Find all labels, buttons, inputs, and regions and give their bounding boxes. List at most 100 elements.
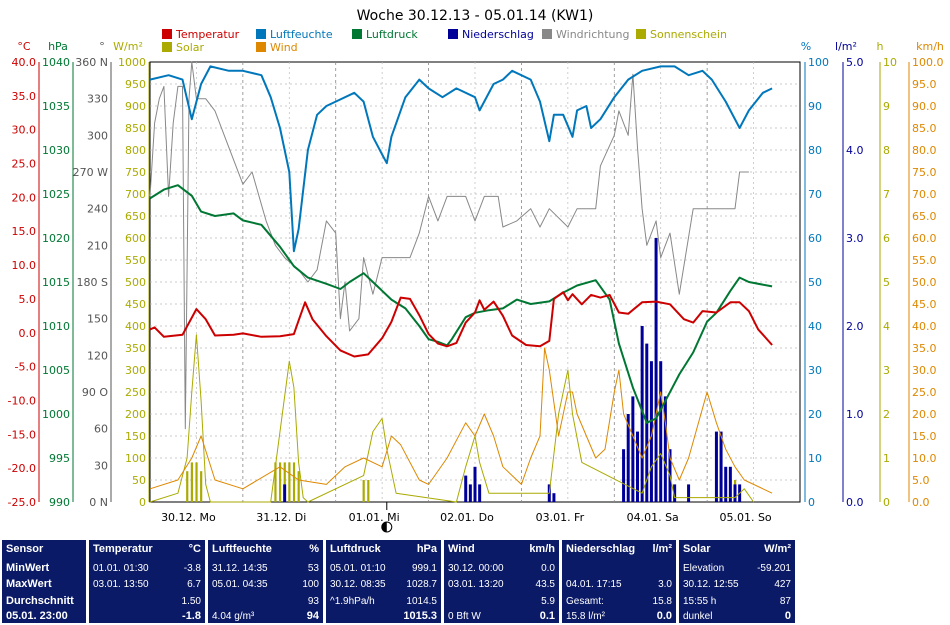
axis-tick-label: 20.0 (912, 408, 937, 421)
legend-swatch (256, 29, 266, 39)
axis-tick-label: 10 (883, 56, 897, 69)
rain-bar (659, 361, 663, 502)
axis-tick-label: 10.0 (912, 452, 937, 465)
axis-tick-label: 150 (87, 313, 108, 326)
axis-tick-label: 45.0 (912, 298, 937, 311)
axis-tick-label: 30 (94, 459, 108, 472)
axis-tick-label: 0 (139, 496, 146, 509)
axis-tick-label: 35.0 (912, 342, 937, 355)
axis-tick-label: 1030 (42, 144, 70, 157)
legend-swatch (256, 42, 266, 52)
axis-tick-label: 200 (125, 408, 146, 421)
table-header: Luftfeuchte% (212, 543, 319, 556)
rain-bar (283, 484, 287, 502)
x-tick-label: 03.01. Fr (536, 511, 585, 524)
table-header-label: Luftdruck (330, 543, 381, 555)
rain-bar (468, 484, 472, 502)
cell-value: 3.0 (658, 579, 672, 590)
axis-tick-label: 5.0 (846, 56, 864, 69)
cell-label: 03.01. 13:50 (93, 579, 149, 590)
cell-label: 04.01. 17:15 (566, 579, 622, 590)
axis-tick-label: 0 (883, 496, 890, 509)
table-header: Wind km/h (448, 543, 555, 556)
table-header-unit: % (309, 543, 319, 555)
table-col-temperatur: Temperatur °C 01.01. 01:30 -3.8 03.01. 13:50… (89, 540, 205, 623)
cell-value: 43.5 (535, 579, 555, 590)
sunshine-bar (186, 471, 189, 502)
table-header-label: Wind (448, 543, 475, 555)
rain-bar (636, 431, 639, 502)
axis-tick-label: 15.0 (912, 430, 937, 443)
axis-tick-label: 60.0 (912, 232, 937, 245)
cell-value: 87 (779, 596, 791, 607)
cell-value: 1028.7 (406, 579, 437, 590)
axis-tick-label: 950 (125, 78, 146, 91)
axis-unit: °C (17, 40, 31, 53)
row-label: Durchschnitt (6, 595, 74, 607)
rain-bar (478, 484, 482, 502)
table-header-unit: l/m² (652, 543, 672, 555)
x-tick-label: 30.12. Mo (161, 511, 216, 524)
axis-tick-label: 180 S (77, 276, 108, 289)
legend-label: Sonnenschein (650, 28, 727, 41)
cell-label: 01.01. 01:30 (93, 563, 149, 574)
rain-bar (663, 396, 667, 502)
cell-label: 30.12. 12:55 (683, 579, 739, 590)
axis-tick-label: 300 (87, 129, 108, 142)
cell-value: 1014.5 (406, 596, 437, 607)
sunshine-bar (362, 480, 365, 502)
sunshine-bar (274, 462, 277, 502)
axis-unit: ° (99, 40, 105, 53)
cell-label: 0 Bft W (448, 611, 481, 622)
table-header-unit: hPa (416, 543, 437, 555)
table-cell: 31.12. 14:35 53 (212, 562, 319, 575)
axis-tick-label: 800 (125, 144, 146, 157)
table-cell: Elevation -59.201 (683, 562, 791, 575)
cell-label: 05.01. 01:10 (330, 563, 386, 574)
chart-title: Woche 30.12.13 - 05.01.14 (KW1) (357, 8, 594, 24)
cell-label: Gesamt: (566, 596, 604, 607)
cell-label: ^1.9hPa/h (330, 596, 375, 607)
cell-value: 94 (306, 610, 319, 622)
axis-tick-label: 75.0 (912, 166, 937, 179)
legend-swatch (448, 29, 458, 39)
axis-tick-label: 80 (808, 144, 822, 157)
rain-bar (654, 238, 658, 502)
axis-tick-label: 100 (808, 56, 829, 69)
row-label: MinWert (6, 562, 50, 574)
axis-tick-label: 0.0 (846, 496, 864, 509)
cell-value: 6.7 (187, 579, 201, 590)
axis-tick-label: 990 (49, 496, 70, 509)
axis-unit: h (877, 40, 884, 53)
cell-label: 05.01. 04:35 (212, 579, 268, 590)
legend-label: Windrichtung (556, 28, 629, 41)
table-cell: 1015.3 (330, 610, 437, 623)
table-cell: 4.04 g/m³ 94 (212, 610, 319, 623)
axis-tick-label: 0 (808, 496, 815, 509)
axis-tick-label: 6 (883, 232, 890, 245)
axis-tick-label: 450 (125, 298, 146, 311)
axis-tick-label: 360 N (75, 56, 108, 69)
table-cell: 03.01. 13:50 6.7 (93, 578, 201, 591)
legend-label: Luftdruck (366, 28, 418, 41)
table-col-solar: Solar W/m² Elevation -59.201 30.12. 12:55 427… (679, 540, 795, 623)
table-cell: 30.12. 08:35 1028.7 (330, 578, 437, 591)
cell-label: Elevation (683, 563, 725, 574)
x-tick-label: 04.01. Sa (627, 511, 679, 524)
cell-value: 1015.3 (403, 610, 437, 622)
legend-label: Luftfeuchte (270, 28, 333, 41)
x-tick-label: 05.01. So (719, 511, 771, 524)
axis-tick-label: 3 (883, 364, 890, 377)
cell-value: 100 (302, 579, 319, 590)
axis-tick-label: 35.0 (12, 90, 37, 103)
axis-tick-label: 330 (87, 93, 108, 106)
axis-tick-label: 1005 (42, 364, 70, 377)
axis-tick-label: 50 (808, 276, 822, 289)
axis-unit: l/m² (835, 40, 857, 53)
sunshine-bar (367, 480, 370, 502)
axis-tick-label: 0.0 (912, 496, 930, 509)
axis-tick-label: 600 (125, 232, 146, 245)
rain-bar (552, 493, 556, 502)
table-header-label: Solar (683, 543, 711, 555)
axis-tick-label: -25.0 (8, 496, 36, 509)
